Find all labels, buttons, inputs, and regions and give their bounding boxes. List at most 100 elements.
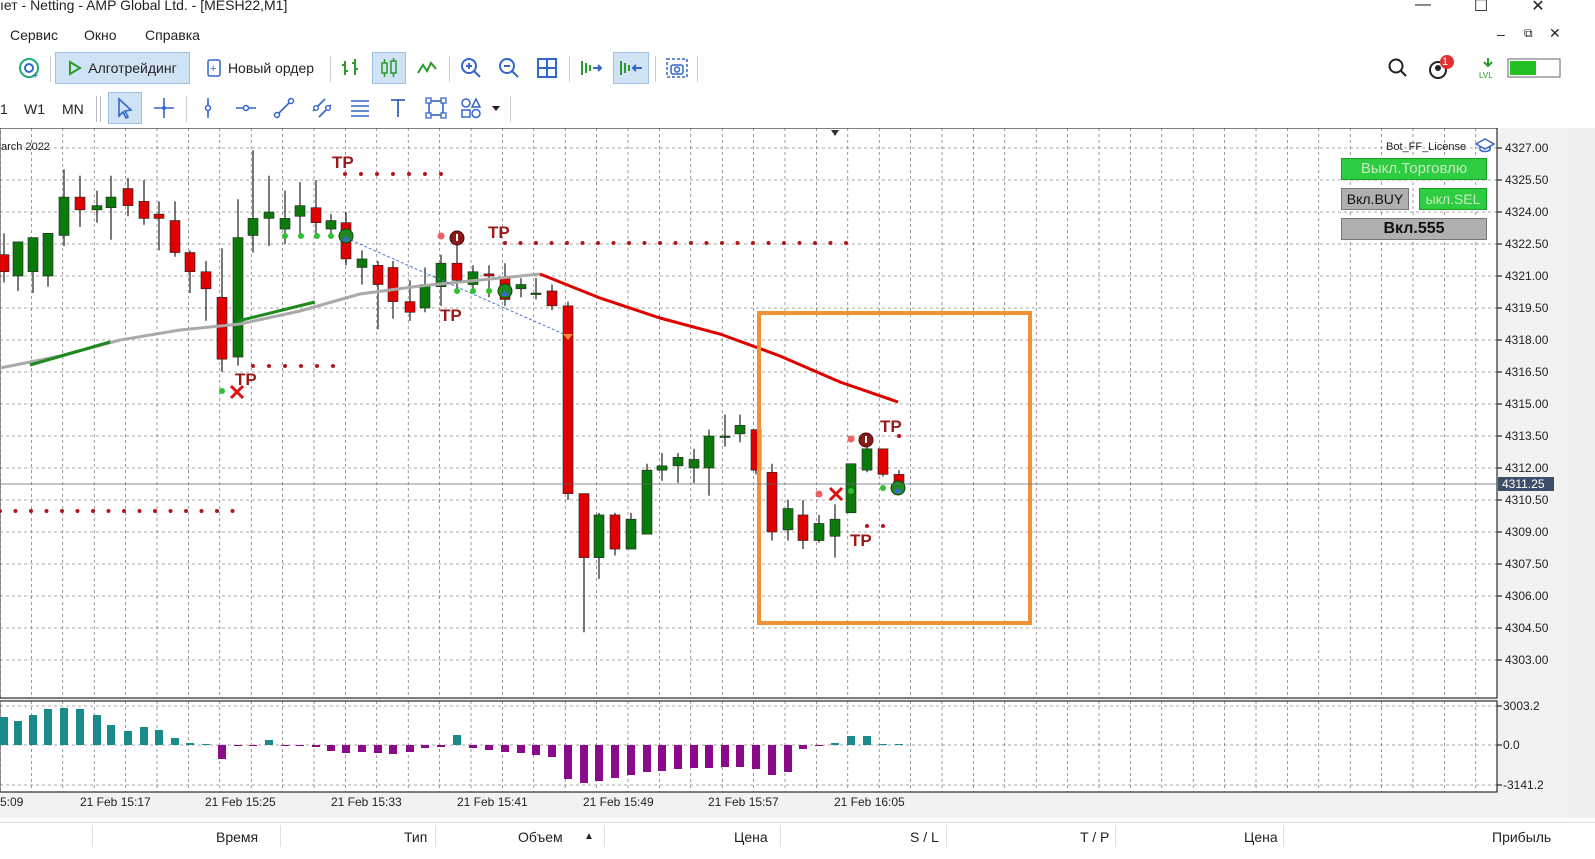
play-icon xyxy=(69,60,83,76)
zoom-out-icon[interactable] xyxy=(493,52,525,84)
candle-body xyxy=(372,265,384,285)
title-bar: ıет - Netting - AMP Global Ltd. - [MESH2… xyxy=(0,0,1595,22)
oscillator-bar xyxy=(895,744,903,745)
oscillator-bar xyxy=(140,727,148,745)
oscillator-bar xyxy=(595,745,603,781)
add-symbol-icon[interactable]: + xyxy=(14,52,44,84)
price-axis-label: 4315.00 xyxy=(1505,397,1549,411)
price-axis-label: 4319.50 xyxy=(1505,301,1549,315)
time-axis-label: 5:09 xyxy=(0,795,24,809)
trend-line-icon[interactable] xyxy=(268,92,300,124)
timeframe-w1[interactable]: W1 xyxy=(24,101,45,117)
timeframe-d1[interactable]: 1 xyxy=(0,101,8,117)
tp-level-dot xyxy=(534,241,538,245)
oscillator-bar xyxy=(674,745,682,769)
candle-body xyxy=(74,196,86,211)
sl-level-dot xyxy=(0,509,2,513)
col-profit[interactable]: Прибыль xyxy=(1492,829,1552,845)
fibonacci-icon[interactable] xyxy=(344,92,376,124)
window-title: ıет - Netting - AMP Global Ltd. - [MESH2… xyxy=(0,0,288,13)
candle-body xyxy=(200,271,212,290)
close-child-icon[interactable]: ✕ xyxy=(1549,25,1561,41)
toggle-buy-button[interactable]: Вкл.BUY xyxy=(1341,188,1409,210)
connection-status-icon xyxy=(1506,52,1562,84)
price-axis-label: 4322.50 xyxy=(1505,237,1549,251)
price-axis-label: 4324.00 xyxy=(1505,205,1549,219)
buy-arrow-icon xyxy=(501,290,509,296)
tp-level-dot xyxy=(673,241,678,245)
chart-window[interactable]: TP TP TP TP TP TP 4327.00 4325.50 4324.00 4322.5… xyxy=(0,128,1567,818)
maximize-button[interactable]: ☐ xyxy=(1473,0,1489,15)
oscillator-bar xyxy=(107,725,115,745)
signal-level-icon[interactable]: LVL xyxy=(1476,52,1500,84)
bar-chart-icon[interactable] xyxy=(336,52,366,84)
col-tp[interactable]: T / P xyxy=(1080,829,1110,845)
auto-scroll-icon[interactable] xyxy=(575,52,607,84)
vertical-line-icon[interactable] xyxy=(192,92,224,124)
tp-level-dot xyxy=(343,172,347,176)
candle-body xyxy=(703,435,715,469)
price-axis-label: 4313.50 xyxy=(1505,429,1549,443)
candle-body xyxy=(387,267,399,302)
restore-child-icon[interactable]: ⧉ xyxy=(1524,26,1533,40)
oscillator-bar xyxy=(60,708,68,745)
col-time[interactable]: Время xyxy=(216,829,259,845)
line-chart-icon[interactable] xyxy=(412,52,442,84)
red-moving-average xyxy=(539,272,899,404)
toggle-trading-button[interactable]: Выкл.Торговлю xyxy=(1341,158,1487,180)
minimize-button[interactable]: — xyxy=(1415,0,1431,13)
candle-body xyxy=(578,493,590,558)
chart-shift-icon[interactable] xyxy=(613,52,649,84)
col-volume[interactable]: Объем xyxy=(518,829,563,845)
horizontal-line-icon[interactable] xyxy=(230,92,262,124)
tp-level-dot xyxy=(720,241,724,245)
oscillator-bar xyxy=(658,745,666,771)
candle-body xyxy=(356,258,368,268)
candle-body xyxy=(719,435,731,438)
search-icon[interactable] xyxy=(1384,52,1412,84)
screenshot-icon[interactable] xyxy=(661,52,693,84)
menu-help[interactable]: Справка xyxy=(145,27,200,43)
candle-body xyxy=(877,448,889,475)
tile-windows-icon[interactable] xyxy=(531,52,563,84)
candlestick-icon[interactable] xyxy=(372,52,406,84)
tp-level-dot xyxy=(897,434,901,438)
oscillator-bar xyxy=(358,745,366,752)
algo-trading-button[interactable]: Алготрейдинг xyxy=(55,52,190,84)
text-icon[interactable] xyxy=(382,92,414,124)
cursor-icon[interactable] xyxy=(108,92,142,124)
timeframe-mn[interactable]: MN xyxy=(62,101,84,117)
minimize-child-icon[interactable]: – xyxy=(1497,26,1505,42)
candle-body xyxy=(435,262,447,287)
magic-number-button[interactable]: Вкл.555 xyxy=(1341,218,1487,240)
tp-level-dot xyxy=(642,241,647,245)
tp-level-dot xyxy=(549,241,554,245)
main-toolbar: + Алготрейдинг + Новый ордер xyxy=(0,48,1595,88)
crosshair-icon[interactable] xyxy=(148,92,180,124)
col-price[interactable]: Цена xyxy=(734,829,768,845)
candle-body xyxy=(325,220,337,230)
col-sl[interactable]: S / L xyxy=(910,829,939,845)
entry-dot xyxy=(848,488,854,494)
sort-asc-icon[interactable]: ▲ xyxy=(584,831,594,842)
new-order-button[interactable]: + Новый ордер xyxy=(195,52,325,84)
entry-dot xyxy=(470,288,476,294)
channel-icon[interactable] xyxy=(306,92,338,124)
candle-body xyxy=(641,469,653,535)
entry-dot xyxy=(328,233,334,239)
col-type[interactable]: Тип xyxy=(404,829,428,845)
menu-service[interactable]: Сервис xyxy=(10,27,58,43)
shapes-icon[interactable] xyxy=(420,92,452,124)
oscillator-bar xyxy=(171,738,179,745)
notifications-icon[interactable]: 1 xyxy=(1424,52,1458,84)
menu-window[interactable]: Окно xyxy=(84,27,117,43)
exit-dot xyxy=(815,490,823,498)
objects-menu-icon[interactable] xyxy=(458,92,506,124)
tp-level-dot xyxy=(797,241,802,245)
price-chart[interactable]: TP TP TP TP TP TP 4327.00 4325.50 4324.00 4322.5… xyxy=(0,128,1567,818)
close-button[interactable]: ✕ xyxy=(1531,0,1545,15)
toggle-sell-button[interactable]: ыкл.SEL xyxy=(1419,188,1487,210)
zoom-in-icon[interactable] xyxy=(455,52,487,84)
tp-level-dot xyxy=(596,241,600,245)
col-current-price[interactable]: Цена xyxy=(1244,829,1278,845)
